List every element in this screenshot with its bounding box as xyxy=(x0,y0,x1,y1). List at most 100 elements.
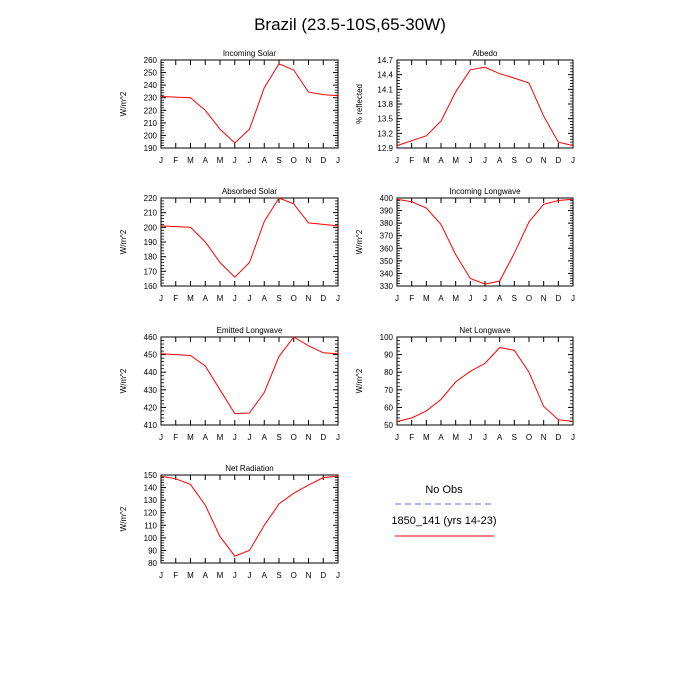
x-tick-label: F xyxy=(173,294,178,303)
x-tick-label: J xyxy=(159,294,163,303)
panel-grid: Incoming Solar W/m^2 190 200 210 220 230 240 250… xyxy=(119,49,575,580)
x-tick-label: J xyxy=(248,433,252,442)
y-tick-label: 100 xyxy=(144,534,158,543)
x-tick-label: J xyxy=(248,156,252,165)
x-tick-label: A xyxy=(438,294,444,303)
x-tick-label: F xyxy=(409,433,414,442)
y-tick-label: 220 xyxy=(144,106,158,115)
x-tick-label: F xyxy=(409,156,414,165)
x-tick-label: N xyxy=(541,294,547,303)
y-axis-label: W/m^2 xyxy=(119,506,128,531)
y-tick-label: 390 xyxy=(380,207,394,216)
x-tick-label: M xyxy=(217,294,224,303)
x-tick-label: S xyxy=(512,433,517,442)
panel-1: Incoming Solar W/m^2 190 200 210 220 230 240 250… xyxy=(119,49,340,165)
y-tick-label: 70 xyxy=(384,386,393,395)
panel-title: Absorbed Solar xyxy=(222,187,277,196)
x-tick-label: J xyxy=(233,433,237,442)
x-tick-label: A xyxy=(203,571,209,580)
panel-2: Albedo % reflected 12.9 13.2 13.5 13.8 14.1 14.… xyxy=(355,49,575,165)
x-tick-label: D xyxy=(555,156,561,165)
x-tick-label: A xyxy=(262,156,268,165)
series-line xyxy=(160,336,339,415)
legend-model-label: 1850_141 (yrs 14-23) xyxy=(391,515,496,527)
y-tick-label: 230 xyxy=(144,94,158,103)
x-tick-label: J xyxy=(159,571,163,580)
x-tick-label: J xyxy=(395,294,399,303)
y-tick-label: 430 xyxy=(144,386,158,395)
x-tick-label: M xyxy=(217,571,224,580)
y-tick-label: 450 xyxy=(144,351,158,360)
x-tick-label: J xyxy=(336,433,340,442)
x-tick-label: M xyxy=(452,156,459,165)
y-axis-label: W/m^2 xyxy=(119,229,128,254)
x-tick-label: M xyxy=(187,433,194,442)
x-tick-label: J xyxy=(159,433,163,442)
panel-5: Emitted Longwave W/m^2 410 420 430 440 450 460 J… xyxy=(119,326,340,442)
x-tick-label: J xyxy=(468,294,472,303)
x-tick-label: M xyxy=(217,433,224,442)
x-tick-label: O xyxy=(291,433,297,442)
x-tick-label: J xyxy=(468,156,472,165)
x-tick-label: J xyxy=(395,433,399,442)
plot-frame xyxy=(160,59,339,149)
y-axis-label: W/m^2 xyxy=(119,368,128,393)
x-tick-label: J xyxy=(483,294,487,303)
y-axis-label: W/m^2 xyxy=(119,91,128,116)
y-tick-label: 240 xyxy=(144,81,158,90)
y-tick-label: 12.9 xyxy=(377,144,393,153)
x-tick-label: N xyxy=(306,294,312,303)
x-tick-label: A xyxy=(438,156,444,165)
plot-frame xyxy=(396,197,574,287)
y-tick-label: 120 xyxy=(144,509,158,518)
x-tick-label: J xyxy=(571,294,575,303)
x-tick-label: M xyxy=(187,571,194,580)
x-tick-label: J xyxy=(336,571,340,580)
y-tick-label: 220 xyxy=(144,194,158,203)
x-tick-label: J xyxy=(159,156,163,165)
x-tick-label: A xyxy=(438,433,444,442)
x-tick-label: M xyxy=(452,294,459,303)
x-tick-label: M xyxy=(217,156,224,165)
y-tick-label: 410 xyxy=(144,421,158,430)
y-tick-label: 130 xyxy=(144,496,158,505)
y-tick-label: 14.4 xyxy=(377,71,393,80)
x-tick-label: A xyxy=(203,156,209,165)
x-tick-label: F xyxy=(173,156,178,165)
series-line xyxy=(396,66,574,147)
x-tick-label: J xyxy=(571,433,575,442)
x-tick-label: M xyxy=(423,294,430,303)
x-tick-label: A xyxy=(497,156,503,165)
y-tick-label: 340 xyxy=(380,269,394,278)
panel-title: Incoming Longwave xyxy=(449,187,521,196)
y-tick-label: 180 xyxy=(144,253,158,262)
x-tick-label: A xyxy=(497,294,503,303)
y-tick-label: 110 xyxy=(144,521,157,530)
plot-frame xyxy=(160,336,339,426)
x-tick-label: F xyxy=(409,294,414,303)
x-tick-label: F xyxy=(173,571,178,580)
y-tick-label: 13.8 xyxy=(377,100,393,109)
x-tick-label: N xyxy=(541,433,547,442)
y-tick-label: 400 xyxy=(380,194,394,203)
y-tick-label: 14.7 xyxy=(377,56,393,65)
y-tick-label: 250 xyxy=(144,69,158,78)
series-line xyxy=(396,347,574,422)
x-tick-label: S xyxy=(276,433,281,442)
y-tick-label: 160 xyxy=(144,282,158,291)
x-tick-label: J xyxy=(336,294,340,303)
y-tick-label: 90 xyxy=(148,546,157,555)
x-tick-label: A xyxy=(203,433,209,442)
panel-3: Absorbed Solar W/m^2 160 170 180 190 200 210 220… xyxy=(119,187,340,303)
series-line xyxy=(396,198,574,285)
x-tick-label: O xyxy=(526,156,532,165)
series-line xyxy=(160,197,339,278)
x-tick-label: J xyxy=(233,571,237,580)
panel-title: Emitted Longwave xyxy=(217,326,283,335)
y-tick-label: 14.1 xyxy=(377,85,393,94)
y-tick-label: 260 xyxy=(144,56,158,65)
x-tick-label: A xyxy=(497,433,503,442)
x-tick-label: J xyxy=(395,156,399,165)
